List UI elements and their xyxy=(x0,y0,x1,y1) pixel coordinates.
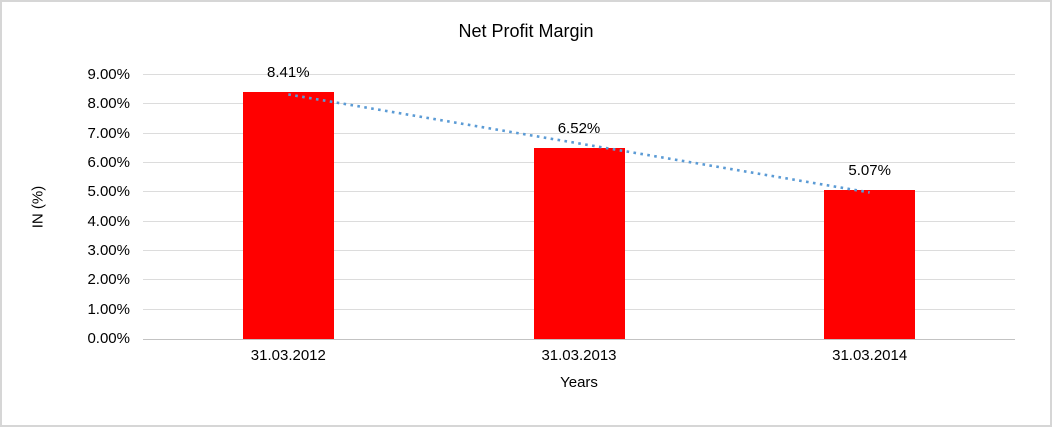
bar-31.03.2012 xyxy=(242,92,334,339)
trendline xyxy=(288,93,870,194)
y-tick-label: 9.00% xyxy=(87,66,130,83)
y-tick-label: 6.00% xyxy=(87,154,130,171)
chart-title: Net Profit Margin xyxy=(458,21,594,41)
y-tick-label: 2.00% xyxy=(87,271,130,289)
y-tick-label: 4.00% xyxy=(87,212,130,230)
x-tick-label: 31.03.2012 xyxy=(250,347,326,364)
gridline xyxy=(143,74,1015,75)
y-tick-label: 1.00% xyxy=(87,300,130,318)
y-tick-label: 8.00% xyxy=(87,95,130,113)
x-tick-label: 31.03.2014 xyxy=(832,347,908,364)
bar-31.03.2014 xyxy=(824,190,916,339)
x-axis-line xyxy=(143,339,1015,340)
y-tick-label: 3.00% xyxy=(87,242,130,259)
data-label: 6.52% xyxy=(557,119,601,137)
plot-area: 8.41% 6.52% 5.07% xyxy=(143,64,1015,340)
gridline xyxy=(143,103,1015,105)
x-tick-label: 31.03.2013 xyxy=(541,347,617,364)
x-axis-title: Years xyxy=(560,374,598,391)
gridline xyxy=(143,132,1015,134)
data-label: 8.41% xyxy=(267,64,310,82)
y-tick-label: 0.00% xyxy=(87,330,130,347)
data-label: 5.07% xyxy=(848,162,891,180)
y-tick-label: 5.00% xyxy=(87,183,130,201)
trendline-path xyxy=(288,93,870,194)
y-tick-label: 7.00% xyxy=(87,124,130,142)
bar-31.03.2013 xyxy=(533,147,625,339)
